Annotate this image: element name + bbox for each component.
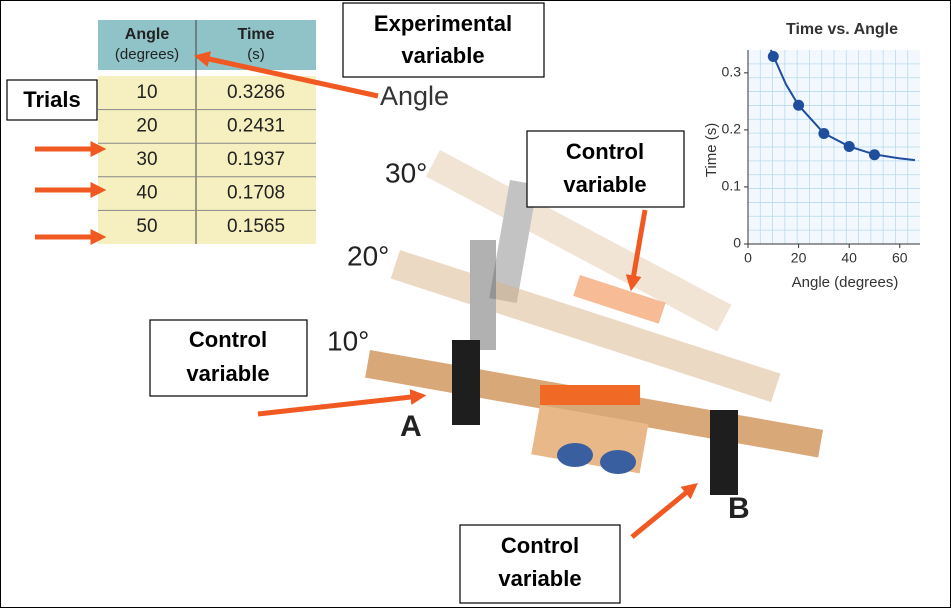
- table-cell: 0.2431: [227, 115, 285, 136]
- y-tick-label: 0: [733, 235, 741, 251]
- arrow: [630, 482, 698, 539]
- label: Experimental: [374, 11, 512, 36]
- label: variable: [563, 172, 646, 197]
- label: Angle: [380, 81, 449, 111]
- data-point: [868, 149, 880, 161]
- table-cell: 0.1708: [227, 183, 285, 204]
- header-name: Angle: [125, 26, 170, 43]
- ramp-photo: [365, 149, 824, 495]
- chart-title: Time vs. Angle: [786, 21, 898, 38]
- chart: 0 0.1 0.2 0.3 0 20 40 60 Time vs. Angle Angle (de…: [703, 21, 920, 291]
- y-tick-label: 0.1: [722, 178, 742, 194]
- x-tick-label: 60: [892, 250, 908, 266]
- x-tick-label: 40: [841, 250, 857, 266]
- table-cell: 0.1937: [227, 149, 285, 170]
- point-label: B: [728, 492, 750, 525]
- table-cell: 50: [136, 216, 157, 237]
- header-unit: (degrees): [115, 46, 179, 63]
- x-tick-label: 20: [791, 250, 807, 266]
- arrow: [257, 389, 427, 417]
- header-name: Time: [237, 26, 274, 43]
- angle-label: 10°: [327, 325, 369, 356]
- y-tick-label: 0.2: [722, 121, 742, 137]
- point-label: A: [400, 410, 422, 443]
- x-tick-label: 0: [744, 250, 752, 266]
- arrow: [193, 51, 379, 99]
- label: Control: [566, 139, 644, 164]
- data-point: [793, 99, 805, 111]
- label-box: [149, 319, 308, 397]
- label: Control: [189, 327, 267, 352]
- label: variable: [186, 361, 269, 386]
- table-body: [98, 76, 316, 244]
- y-axis-label: Time (s): [703, 123, 720, 177]
- label-box: [526, 130, 685, 208]
- label: variable: [401, 43, 484, 68]
- label: variable: [498, 566, 581, 591]
- data-point: [843, 141, 855, 153]
- table-cell: 10: [136, 82, 157, 103]
- data-point: [767, 51, 779, 63]
- table-cell: 40: [136, 183, 157, 204]
- y-tick-label: 0.3: [722, 64, 742, 80]
- arrows: [35, 51, 698, 539]
- label: Control: [501, 533, 579, 558]
- table-cell: 0.3286: [227, 82, 285, 103]
- angle-label: 30°: [385, 157, 427, 188]
- label: Trials: [23, 87, 80, 112]
- x-axis-label: Angle (degrees): [792, 274, 899, 291]
- label-box: [342, 2, 545, 78]
- table-cell: 0.1565: [227, 216, 285, 237]
- header-unit: (s): [247, 46, 265, 63]
- data-table: Angle (degrees) Time (s) 10 0.3286 20 0.243…: [98, 20, 316, 244]
- fit-curve: [769, 49, 916, 162]
- data-point: [818, 127, 830, 139]
- table-cell: 30: [136, 149, 157, 170]
- arrow: [625, 209, 648, 292]
- angle-label: 20°: [347, 240, 389, 271]
- label-box: [6, 79, 98, 121]
- label-box: [459, 524, 621, 604]
- table-cell: 20: [136, 115, 157, 136]
